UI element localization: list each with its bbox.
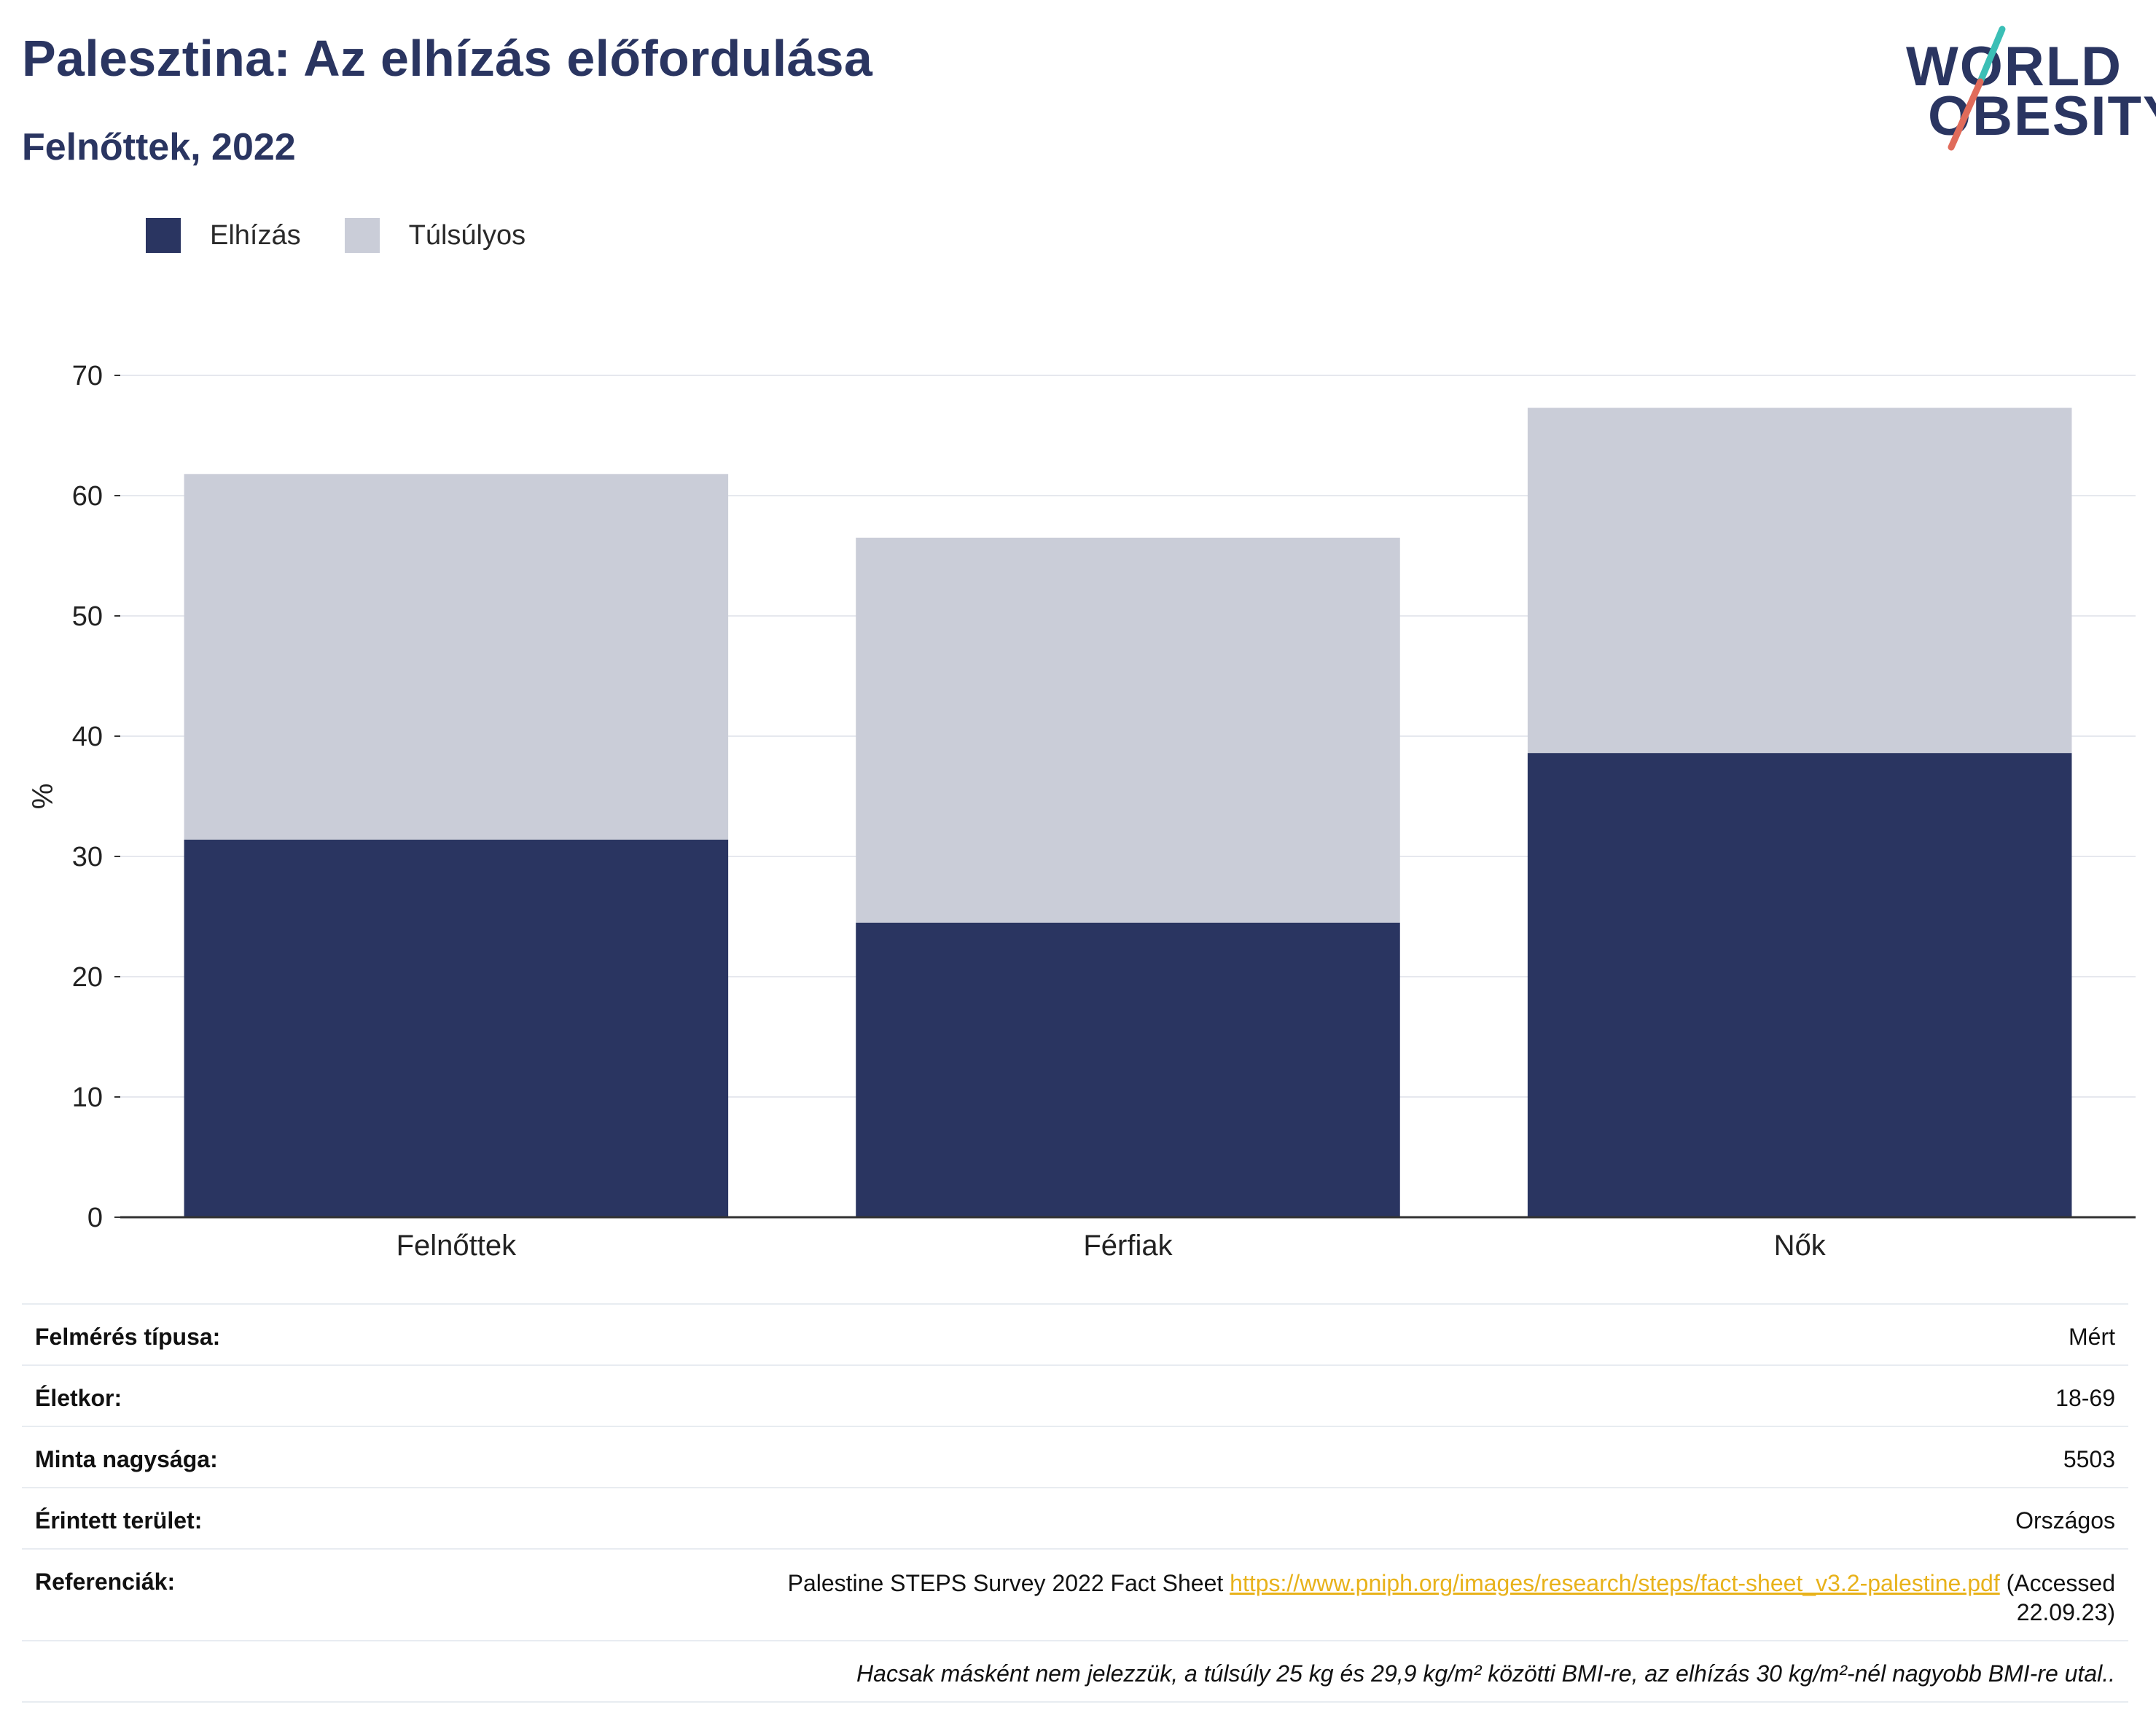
meta-label-area: Érintett terület: [35, 1507, 203, 1534]
logo-line-1: WORLD [1906, 36, 2123, 98]
legend-swatch-overweight [344, 218, 380, 253]
world-obesity-logo: WORLD OBESITY [1899, 22, 2156, 153]
meta-value-survey-type: Mért [2069, 1324, 2115, 1350]
meta-row-sample: Minta nagysága: 5503 [22, 1426, 2128, 1487]
bar-overweight [856, 537, 1400, 923]
meta-row-survey-type: Felmérés típusa: Mért [22, 1303, 2128, 1364]
reference-accessed-2: 22.09.23) [2016, 1599, 2115, 1625]
chart-legend: Elhízás Túlsúlyos [146, 215, 569, 256]
logo-slash-icon [1948, 26, 2006, 151]
meta-value-sample: 5503 [2063, 1446, 2115, 1472]
meta-value-references: Palestine STEPS Survey 2022 Fact Sheet h… [788, 1569, 2115, 1627]
legend-label-overweight: Túlsúlyos [408, 219, 526, 251]
y-tick-label: 40 [72, 722, 103, 752]
meta-row-references: Referenciák: Palestine STEPS Survey 2022… [22, 1548, 2128, 1640]
page-subtitle: Felnőttek, 2022 [22, 126, 296, 168]
legend-label-obesity: Elhízás [210, 219, 301, 251]
meta-label-references: Referenciák: [35, 1569, 176, 1595]
legend-item-overweight: Túlsúlyos [344, 218, 526, 253]
x-tick-label: Nők [1774, 1230, 1827, 1262]
legend-item-obesity: Elhízás [146, 218, 301, 253]
bar-overweight [184, 474, 729, 840]
meta-label-sample: Minta nagysága: [35, 1446, 218, 1472]
reference-link[interactable]: https://www.pniph.org/images/research/st… [1230, 1570, 2000, 1596]
y-tick-label: 20 [72, 962, 103, 993]
y-tick-label: 50 [72, 601, 103, 632]
y-tick-label: 60 [72, 481, 103, 512]
footnote: Hacsak másként nem jelezzük, a túlsúly 2… [856, 1660, 2115, 1687]
y-tick-label: 10 [72, 1082, 103, 1113]
y-axis-label: % [27, 784, 59, 810]
meta-label-age: Életkor: [35, 1385, 122, 1411]
x-tick-label: Felnőttek [397, 1230, 517, 1262]
legend-swatch-obesity [146, 218, 181, 253]
x-tick-label: Férfiak [1083, 1230, 1173, 1262]
meta-value-area: Országos [2015, 1507, 2115, 1534]
bar-obesity [856, 922, 1400, 1217]
page-title: Palesztina: Az elhízás előfordulása [22, 30, 873, 87]
y-tick-label: 70 [72, 361, 103, 391]
meta-row-age: Életkor: 18-69 [22, 1364, 2128, 1426]
reference-text: Palestine STEPS Survey 2022 Fact Sheet [787, 1570, 1224, 1596]
y-tick-label: 0 [87, 1203, 103, 1233]
meta-value-age: 18-69 [2055, 1385, 2115, 1411]
bar-obesity [184, 839, 729, 1217]
meta-row-area: Érintett terület: Országos [22, 1487, 2128, 1548]
metadata-table: Felmérés típusa: Mért Életkor: 18-69 Min… [22, 1303, 2128, 1703]
y-tick-label: 30 [72, 842, 103, 872]
reference-accessed-1: (Accessed [2006, 1570, 2115, 1596]
bar-obesity [1527, 753, 2072, 1217]
meta-row-note: Hacsak másként nem jelezzük, a túlsúly 2… [22, 1640, 2128, 1703]
meta-label-survey-type: Felmérés típusa: [35, 1324, 221, 1350]
stacked-bar-chart: 0 10 20 30 40 50 60 70% Felnőttek Férfiak Nők [27, 361, 2136, 1262]
bar-overweight [1527, 407, 2072, 754]
